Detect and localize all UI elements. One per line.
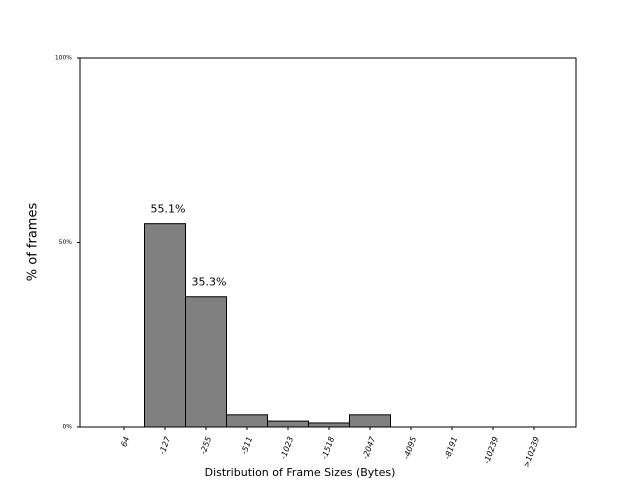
x-tick-label: -4095 bbox=[402, 435, 418, 460]
x-tick-label: -2047 bbox=[361, 435, 378, 461]
bar bbox=[349, 414, 391, 428]
value-label: 55.1% bbox=[151, 203, 186, 216]
bar bbox=[185, 296, 227, 428]
bar bbox=[308, 422, 350, 428]
x-axis-label: Distribution of Frame Sizes (Bytes) bbox=[205, 466, 396, 479]
y-tick-label: 0% bbox=[62, 424, 72, 431]
x-tick-label: >10239 bbox=[522, 435, 541, 468]
x-tick-label: -1518 bbox=[320, 435, 336, 460]
y-tick-label: 50% bbox=[59, 239, 73, 246]
y-tick-label: 100% bbox=[55, 55, 72, 62]
x-tick-label: 64 bbox=[119, 435, 131, 448]
x-tick-label: -8191 bbox=[443, 435, 459, 460]
bar bbox=[226, 414, 268, 428]
x-tick-label: -10239 bbox=[482, 435, 500, 465]
x-tick-label: -1023 bbox=[279, 435, 295, 460]
x-tick-label: -255 bbox=[199, 435, 214, 455]
bar bbox=[267, 420, 309, 428]
value-label: 35.3% bbox=[192, 276, 227, 289]
bar bbox=[144, 223, 186, 428]
plot-frame bbox=[79, 57, 577, 428]
y-axis-label: % of frames bbox=[26, 203, 41, 282]
x-tick-label: -127 bbox=[158, 435, 173, 456]
x-tick-label: -511 bbox=[240, 435, 255, 455]
